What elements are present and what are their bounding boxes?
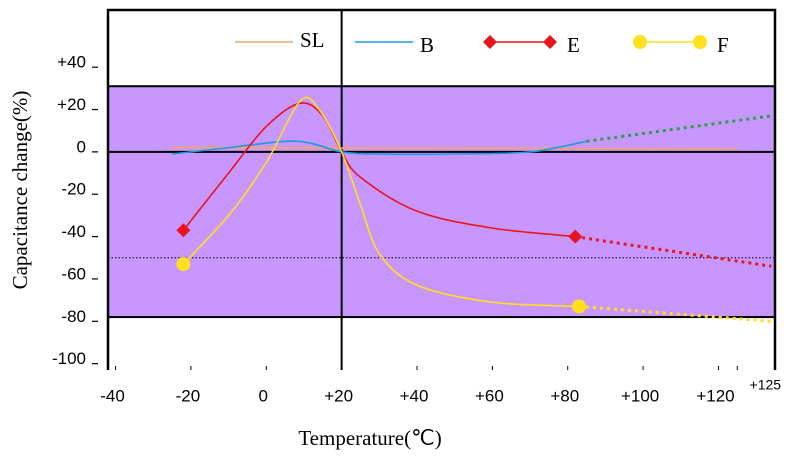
marker <box>543 35 557 49</box>
marker <box>568 229 583 244</box>
extrapolation-line <box>575 235 772 268</box>
y-tick-label: -80 <box>61 307 86 326</box>
x-tick-label: +125 <box>750 377 782 393</box>
marker <box>633 35 647 49</box>
legend-label: B <box>420 33 434 57</box>
marker <box>693 35 707 49</box>
series-line <box>172 146 738 150</box>
x-tick-label: +60 <box>475 386 504 405</box>
plot-frame <box>106 8 777 370</box>
marker <box>176 257 191 272</box>
y-tick-label: 0 <box>77 137 86 156</box>
x-tick-label: 0 <box>259 386 268 405</box>
legend-label: E <box>567 33 580 57</box>
x-tick-label: -20 <box>176 386 201 405</box>
x-axis-label: Temperature(℃) <box>298 426 441 450</box>
marker <box>572 299 587 314</box>
y-tick-label: +40 <box>57 53 86 72</box>
x-tick-label: +80 <box>550 386 579 405</box>
x-tick-label: -40 <box>100 386 125 405</box>
tolerance-band <box>107 85 776 319</box>
y-tick-label: +20 <box>57 95 86 114</box>
y-tick-label: -40 <box>61 222 86 241</box>
x-tick-label: +20 <box>324 386 353 405</box>
marker <box>483 35 497 49</box>
y-tick-label: -60 <box>61 264 86 283</box>
x-tick-label: +120 <box>696 386 734 405</box>
legend-label: SL <box>300 28 325 52</box>
x-tick-label: +40 <box>400 386 429 405</box>
extrapolation-line <box>578 304 772 323</box>
marker <box>176 223 191 238</box>
series-line <box>182 96 580 308</box>
y-axis-label: Capacitance change(%) <box>8 91 32 290</box>
extrapolation-line <box>586 114 772 143</box>
legend-label: F <box>717 33 729 57</box>
y-tick-label: -100 <box>52 349 86 368</box>
y-tick-label: -20 <box>61 180 86 199</box>
x-tick-label: +100 <box>621 386 659 405</box>
